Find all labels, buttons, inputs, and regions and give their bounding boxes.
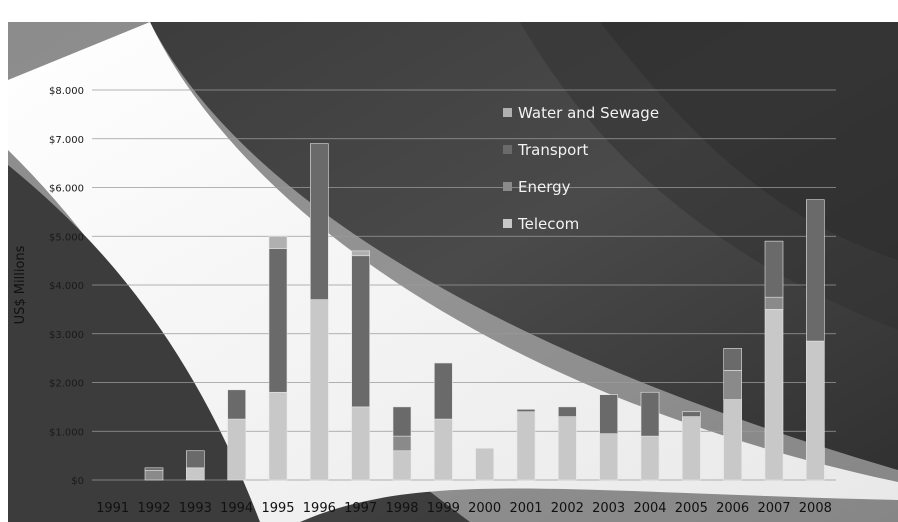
y-tick-label: $7.000 — [49, 135, 84, 146]
y-axis-label: US$ Millions — [13, 245, 28, 324]
y-tick-label: $0 — [71, 476, 84, 487]
y-tick-label: $3.000 — [49, 330, 84, 341]
bar-water-and-sewage-1995 — [268, 235, 288, 249]
bar-telecom-2004 — [640, 435, 660, 481]
x-tick-label: 1991 — [96, 501, 129, 516]
bar-telecom-1996 — [310, 299, 329, 481]
bar-transport-2005 — [682, 411, 701, 417]
bar-telecom-1998 — [392, 450, 412, 481]
y-tick-label: $5.000 — [49, 232, 84, 243]
legend-swatch — [503, 219, 512, 228]
bar-transport-1993 — [186, 450, 205, 469]
bar-telecom-2008 — [806, 340, 825, 481]
bar-transport-2004 — [640, 391, 660, 437]
bar-water-and-sewage-1997 — [351, 250, 370, 257]
x-tick-label: 1999 — [427, 501, 460, 516]
bar-telecom-2005 — [682, 416, 701, 481]
bar-transport-2006 — [723, 348, 742, 371]
legend-swatch — [503, 108, 512, 117]
bar-telecom-2006 — [723, 399, 742, 481]
bar-transport-1992 — [144, 467, 164, 471]
y-tick-label: $4.000 — [49, 281, 84, 292]
x-tick-label: 2007 — [757, 501, 790, 516]
x-tick-label: 2005 — [675, 501, 708, 516]
bars — [144, 143, 825, 481]
legend: Water and Sewage Transport Energy Telecom — [503, 104, 659, 233]
bar-transport-1995 — [268, 248, 288, 393]
bar-transport-2003 — [599, 394, 618, 434]
x-tick-label: 2000 — [468, 501, 501, 516]
legend-label: Telecom — [517, 215, 579, 233]
bar-telecom-1995 — [268, 391, 288, 481]
bar-transport-2008 — [806, 199, 825, 342]
legend-label: Water and Sewage — [518, 104, 659, 122]
x-tick-label: 2003 — [592, 501, 625, 516]
bar-telecom-1997 — [351, 406, 370, 481]
gridlines — [92, 89, 836, 481]
x-tick-label: 2008 — [799, 501, 832, 516]
x-tick-label: 1995 — [261, 501, 294, 516]
y-tick-label: $6.000 — [49, 184, 84, 195]
x-tick-label: 1992 — [137, 501, 170, 516]
x-tick-label: 1996 — [303, 501, 336, 516]
legend-label: Energy — [518, 178, 571, 196]
bar-telecom-1999 — [434, 418, 453, 481]
legend-swatch — [503, 182, 512, 191]
bar-transport-1998 — [392, 406, 412, 437]
x-tick-label: 2004 — [633, 501, 666, 516]
x-tick-label: 1993 — [179, 501, 212, 516]
bar-transport-1996 — [310, 143, 329, 300]
legend-label: Transport — [517, 141, 589, 159]
y-tick-label: $8.000 — [49, 86, 84, 97]
bar-telecom-1994 — [227, 418, 246, 481]
y-axis-ticks: $0 $1.000 $2.000 $3.000 $4.000 $5.000 $6.000 $7… — [49, 86, 84, 487]
bar-telecom-2001 — [516, 411, 536, 481]
y-tick-label: $1.000 — [49, 427, 84, 438]
bar-transport-2001 — [516, 409, 536, 413]
legend-swatch — [503, 145, 512, 154]
bar-telecom-2000 — [475, 448, 494, 481]
x-tick-label: 2001 — [509, 501, 542, 516]
x-tick-label: 2006 — [716, 501, 749, 516]
bar-energy-2007 — [764, 296, 784, 310]
bar-telecom-1993 — [186, 467, 205, 481]
x-axis-ticks: 1991 1992 1993 1994 1995 1996 1997 1998 1999 2000… — [96, 501, 832, 516]
bar-telecom-2003 — [599, 433, 618, 481]
bar-transport-2002 — [558, 406, 577, 417]
x-tick-label: 1994 — [220, 501, 253, 516]
x-tick-label: 1997 — [344, 501, 377, 516]
bar-energy-2006 — [723, 370, 742, 400]
bar-telecom-2002 — [558, 416, 577, 481]
bar-energy-1998 — [392, 435, 412, 452]
bar-energy-1992 — [144, 469, 164, 481]
bar-transport-1999 — [434, 362, 453, 420]
bar-transport-1994 — [227, 389, 246, 420]
y-tick-label: $2.000 — [49, 379, 84, 390]
x-tick-label: 1998 — [385, 501, 418, 516]
bar-transport-1997 — [351, 255, 370, 408]
bar-telecom-2007 — [764, 309, 784, 481]
x-tick-label: 2002 — [551, 501, 584, 516]
bar-transport-2007 — [764, 240, 784, 298]
